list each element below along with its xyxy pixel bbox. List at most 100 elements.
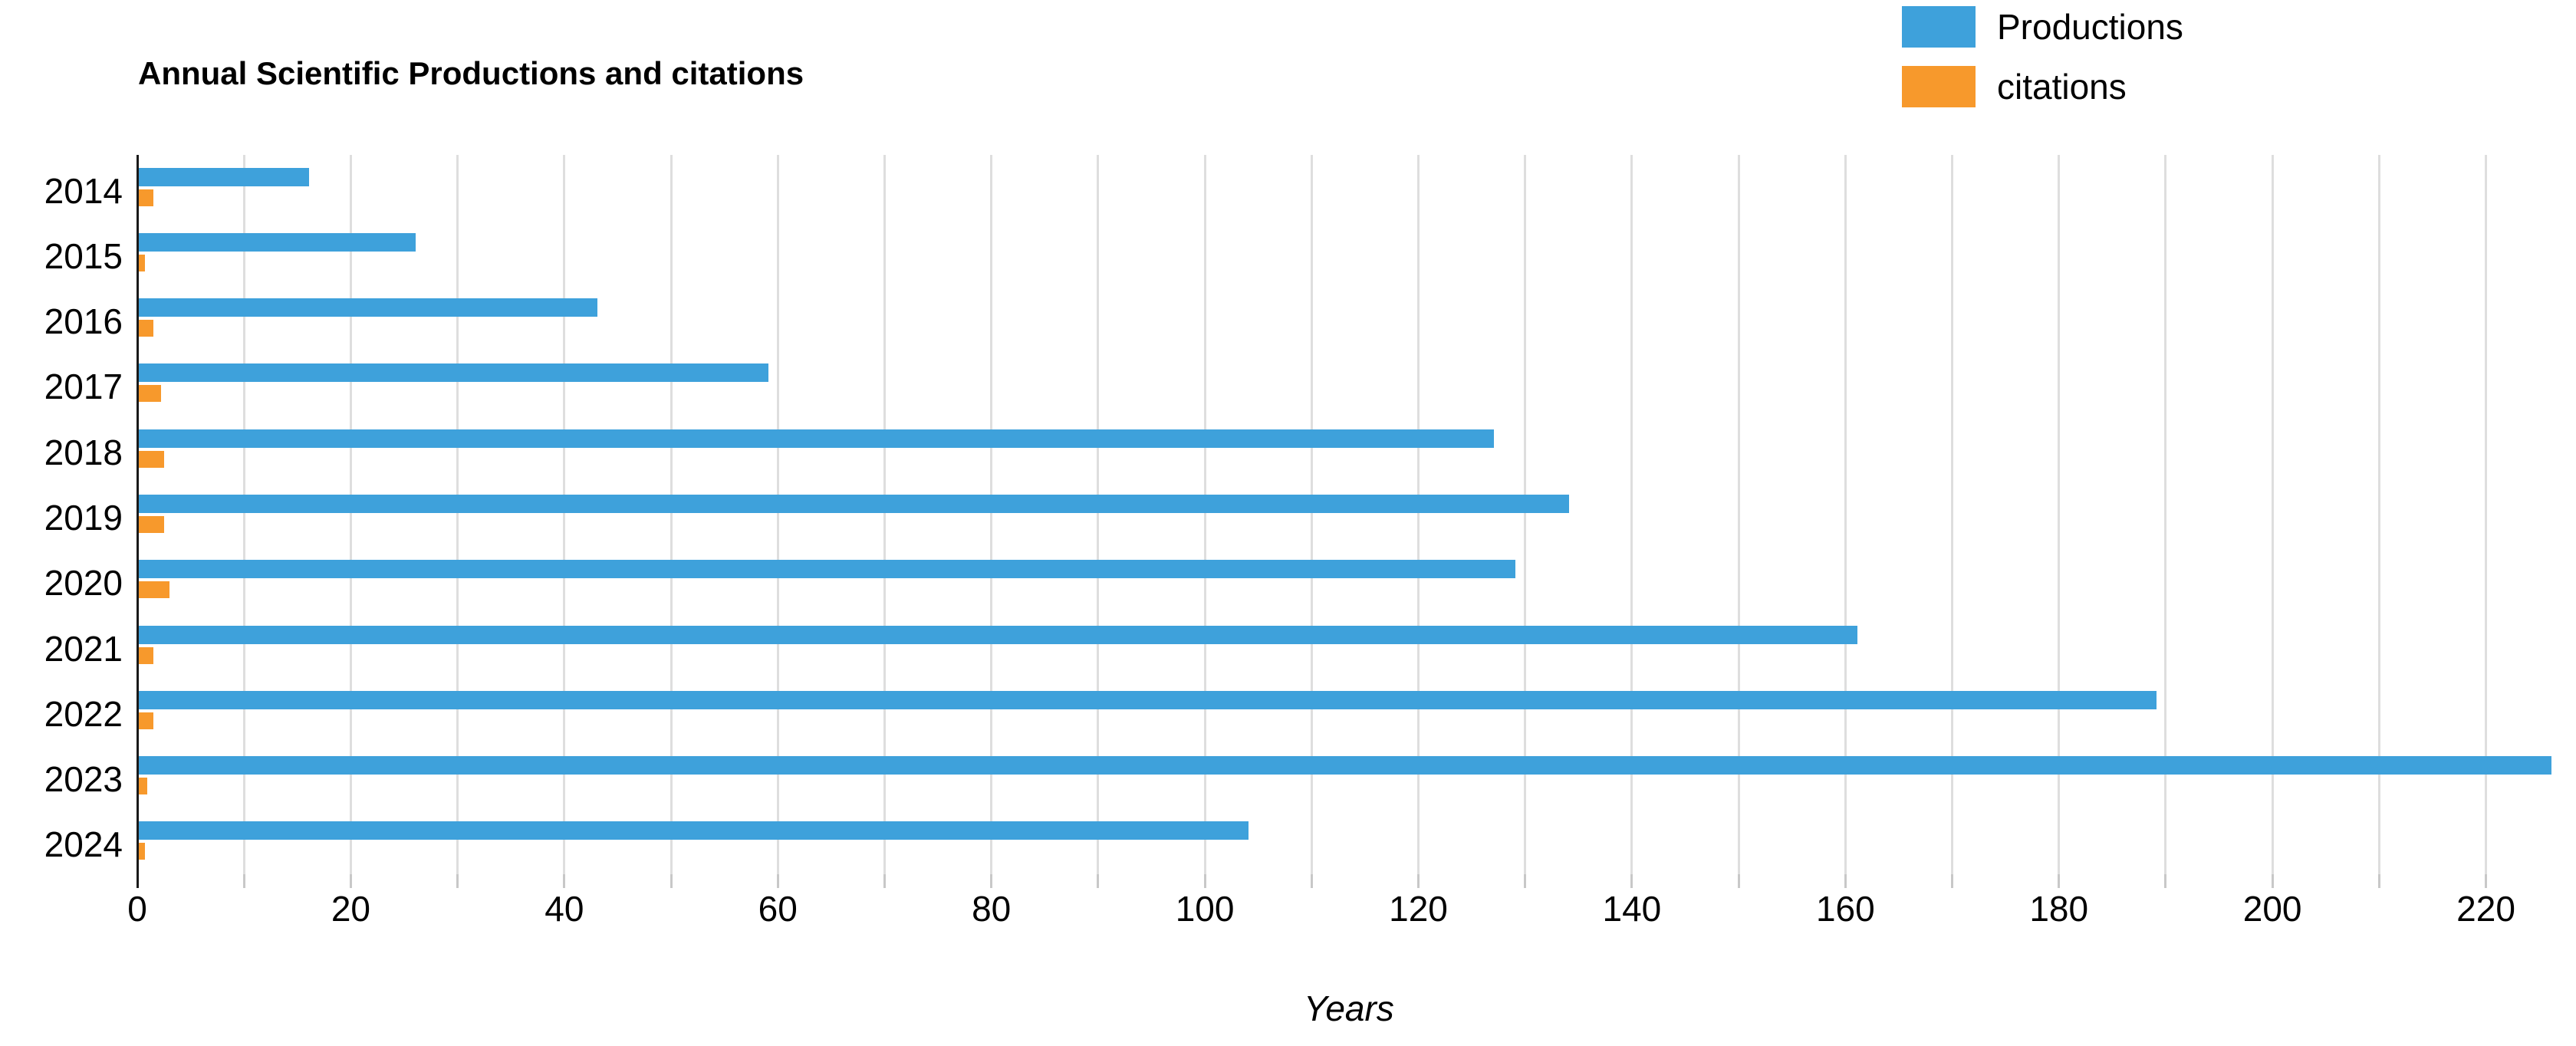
x-axis-tick-mark: [1524, 874, 1527, 888]
x-axis-tick-mark: [242, 874, 245, 888]
x-axis-tick-mark: [883, 874, 886, 888]
bar-productions-2015: [138, 232, 416, 252]
x-axis-tick-mark: [2058, 874, 2061, 888]
x-axis-title: Years: [1304, 988, 1394, 1028]
legend-item-productions[interactable]: Productions: [1902, 6, 2183, 48]
chart-title: Annual Scientific Productions and citati…: [138, 55, 804, 91]
x-axis-tick-label: 40: [544, 889, 584, 929]
x-axis-tick-mark: [456, 874, 459, 888]
gridline: [2271, 155, 2274, 874]
gridline: [1203, 155, 1206, 874]
x-axis-tick-mark: [563, 874, 566, 888]
y-axis-label: 2016: [44, 301, 123, 342]
bar-citations-2022: [138, 712, 153, 729]
x-axis-tick-label: 180: [2029, 889, 2089, 929]
x-axis-tick-mark: [2377, 874, 2380, 888]
x-axis-tick-mark: [776, 874, 779, 888]
x-axis-tick-mark: [1310, 874, 1313, 888]
legend-item-citations[interactable]: citations: [1902, 66, 2183, 107]
x-axis-tick-label: 160: [1815, 889, 1875, 929]
bar-citations-2024: [138, 843, 145, 860]
x-axis-tick-mark: [349, 874, 352, 888]
gridline: [990, 155, 993, 874]
gridline: [1737, 155, 1740, 874]
x-axis-tick-label: 80: [972, 889, 1012, 929]
gridline: [1310, 155, 1313, 874]
x-axis-tick-label: 200: [2242, 889, 2302, 929]
x-axis-tick-mark: [1630, 874, 1633, 888]
y-axis-label: 2021: [44, 628, 123, 669]
x-axis-tick-label: 120: [1389, 889, 1448, 929]
y-axis-label: 2019: [44, 498, 123, 538]
y-axis-label: 2022: [44, 693, 123, 734]
legend-label: Productions: [1997, 7, 2183, 47]
bar-citations-2020: [138, 581, 169, 599]
x-axis-tick-label: 0: [127, 889, 147, 929]
x-axis-tick-mark: [2485, 874, 2488, 888]
gridline: [2485, 155, 2488, 874]
gridline: [456, 155, 459, 874]
legend-swatch-citations: [1902, 66, 1976, 107]
gridline: [242, 155, 245, 874]
bar-citations-2015: [138, 254, 145, 271]
gridline: [2058, 155, 2061, 874]
bar-productions-2023: [138, 756, 2551, 775]
gridline: [1844, 155, 1847, 874]
legend: Productions citations: [1902, 6, 2183, 126]
bar-citations-2017: [138, 385, 161, 403]
gridline: [776, 155, 779, 874]
x-axis-tick-label: 20: [331, 889, 370, 929]
gridline: [563, 155, 566, 874]
x-axis-tick-mark: [1203, 874, 1206, 888]
bar-productions-2017: [138, 363, 768, 383]
bar-citations-2021: [138, 646, 153, 664]
y-axis-label: 2020: [44, 563, 123, 604]
x-axis-tick-mark: [1416, 874, 1420, 888]
gridline: [2377, 155, 2380, 874]
bar-citations-2019: [138, 516, 164, 533]
x-axis-tick-mark: [1844, 874, 1847, 888]
bar-citations-2014: [138, 189, 153, 206]
x-axis-tick-mark: [990, 874, 993, 888]
bar-productions-2018: [138, 429, 1495, 448]
gridline: [1951, 155, 1954, 874]
gridline: [669, 155, 673, 874]
gridline: [883, 155, 886, 874]
bar-productions-2016: [138, 298, 598, 317]
bar-productions-2022: [138, 690, 2157, 709]
gridline: [2164, 155, 2167, 874]
gridline: [349, 155, 352, 874]
x-axis-tick-label: 140: [1602, 889, 1662, 929]
x-axis-tick-label: 100: [1175, 889, 1235, 929]
legend-swatch-productions: [1902, 6, 1976, 48]
y-axis-label: 2014: [44, 170, 123, 211]
y-axis-label: 2017: [44, 367, 123, 407]
y-axis-label: 2023: [44, 759, 123, 800]
bar-productions-2014: [138, 167, 310, 186]
x-axis-tick-mark: [1097, 874, 1100, 888]
x-axis-tick-mark: [2164, 874, 2167, 888]
x-axis-tick-mark: [2271, 874, 2274, 888]
bar-productions-2024: [138, 821, 1249, 840]
y-axis-line: [136, 155, 139, 888]
bar-productions-2019: [138, 495, 1569, 513]
bar-citations-2023: [138, 778, 147, 795]
x-axis-tick-mark: [1951, 874, 1954, 888]
legend-label: citations: [1997, 67, 2127, 107]
y-axis-label: 2024: [44, 824, 123, 865]
x-axis-tick-mark: [1737, 874, 1740, 888]
bar-citations-2018: [138, 450, 164, 468]
x-axis-tick-label: 60: [758, 889, 798, 929]
gridline: [1524, 155, 1527, 874]
bar-productions-2021: [138, 625, 1857, 644]
gridline: [1416, 155, 1420, 874]
x-axis-tick-label: 220: [2456, 889, 2515, 929]
bar-citations-2016: [138, 320, 153, 337]
y-axis-label: 2015: [44, 235, 123, 276]
y-axis-label: 2018: [44, 432, 123, 472]
gridline: [1097, 155, 1100, 874]
gridline: [1630, 155, 1633, 874]
x-axis-tick-mark: [669, 874, 673, 888]
